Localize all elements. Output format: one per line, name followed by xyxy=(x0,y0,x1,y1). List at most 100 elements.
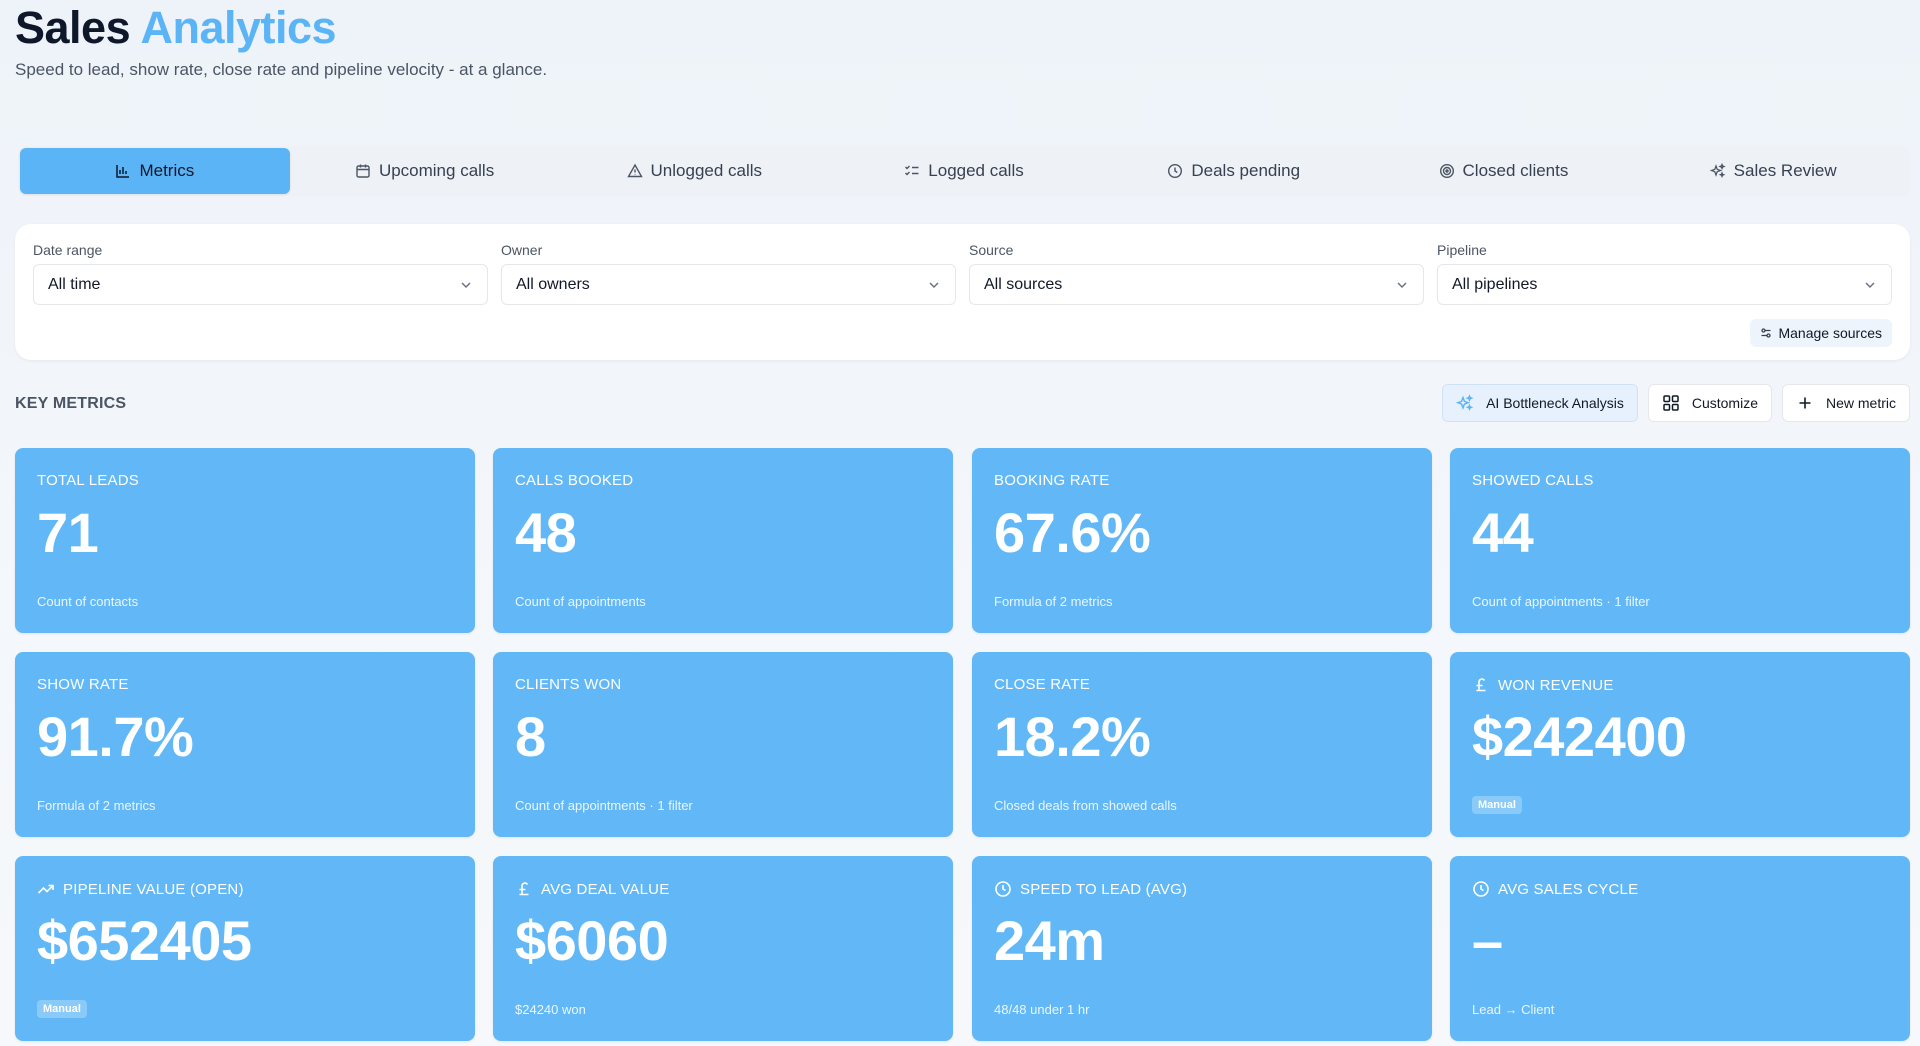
metric-subtext: Formula of 2 metrics xyxy=(994,594,1113,609)
tab-label: Upcoming calls xyxy=(378,161,495,180)
checklist-icon xyxy=(905,165,919,176)
tab-metrics[interactable]: Metrics xyxy=(20,148,290,194)
metric-value: $242400 xyxy=(1472,705,1687,768)
sparkles-icon xyxy=(1709,163,1726,179)
metric-value: 71 xyxy=(37,501,99,564)
metric-subtext: Count of appointments · 1 filter xyxy=(1472,594,1650,609)
metric-label: AVG SALES CYCLE xyxy=(1472,880,1638,898)
metric-card-calls-booked[interactable]: CALLS BOOKED 48 Count of appointments xyxy=(493,448,953,633)
chevron-down-icon xyxy=(1865,281,1875,288)
metric-value: 18.2% xyxy=(994,705,1151,768)
metric-card-won-revenue[interactable]: WON REVENUE $242400 Manual xyxy=(1450,652,1910,837)
tab-sales-review[interactable]: Sales Review xyxy=(1638,148,1908,194)
tab-bar: Metrics Upcoming calls Unlogged calls Lo… xyxy=(18,146,1910,196)
metric-label: CALLS BOOKED xyxy=(515,472,634,489)
metric-label: PIPELINE VALUE (OPEN) xyxy=(37,880,244,898)
metric-card-total-leads[interactable]: TOTAL LEADS 71 Count of contacts xyxy=(15,448,475,633)
metric-value: 91.7% xyxy=(37,705,194,768)
filters-panel: Date range All time Owner All owners Sou… xyxy=(15,224,1910,360)
owner-select[interactable]: All owners xyxy=(501,264,956,305)
metric-subtext: Count of contacts xyxy=(37,594,139,609)
manage-sources-label: Manage sources xyxy=(1778,325,1882,341)
metric-subtext: Formula of 2 metrics xyxy=(37,798,156,813)
clock-icon xyxy=(995,881,1011,897)
tab-deals-pending[interactable]: Deals pending xyxy=(1099,148,1369,194)
tab-closed-clients[interactable]: Closed clients xyxy=(1369,148,1639,194)
metric-label: SPEED TO LEAD (AVG) xyxy=(994,880,1187,898)
page-subtitle: Speed to lead, show rate, close rate and… xyxy=(15,60,548,79)
metric-value: 8 xyxy=(515,705,546,768)
metric-label: BOOKING RATE xyxy=(994,472,1110,489)
tab-unlogged-calls[interactable]: Unlogged calls xyxy=(559,148,829,194)
metric-label: CLIENTS WON xyxy=(515,676,622,693)
pound-icon xyxy=(1476,678,1486,692)
chevron-down-icon xyxy=(461,281,471,288)
new-metric-label: New metric xyxy=(1825,395,1896,411)
pound-icon xyxy=(519,882,529,896)
tab-label: Metrics xyxy=(139,161,195,180)
select-value: All pipelines xyxy=(1452,275,1538,293)
metric-card-close-rate[interactable]: CLOSE RATE 18.2% Closed deals from showe… xyxy=(972,652,1432,837)
tab-label: Closed clients xyxy=(1462,161,1569,180)
tab-label: Unlogged calls xyxy=(650,161,763,180)
metric-card-avg-deal-value[interactable]: AVG DEAL VALUE $6060 $24240 won xyxy=(493,856,953,1041)
date-range-select[interactable]: All time xyxy=(33,264,488,305)
metric-value: $652405 xyxy=(37,909,252,972)
sparkles-icon xyxy=(1456,394,1474,412)
metric-card-pipeline-value[interactable]: PIPELINE VALUE (OPEN) $652405 Manual xyxy=(15,856,475,1041)
key-metrics-actions: AI Bottleneck Analysis Customize New met… xyxy=(1442,384,1910,422)
plus-icon xyxy=(1799,397,1811,409)
pipeline-select[interactable]: All pipelines xyxy=(1437,264,1892,305)
chevron-down-icon xyxy=(1397,281,1407,288)
manual-badge: Manual xyxy=(1472,796,1522,814)
filter-owner: Owner All owners xyxy=(501,242,956,305)
metric-card-showed-calls[interactable]: SHOWED CALLS 44 Count of appointments · … xyxy=(1450,448,1910,633)
metric-value: 44 xyxy=(1472,501,1534,564)
filter-label: Date range xyxy=(33,242,103,258)
key-metrics-heading: KEY METRICS xyxy=(15,395,127,412)
metric-card-speed-to-lead[interactable]: SPEED TO LEAD (AVG) 24m 48/48 under 1 hr xyxy=(972,856,1432,1041)
metric-subtext: Closed deals from showed calls xyxy=(994,798,1177,813)
bar-chart-icon xyxy=(116,165,130,178)
metric-subtext: $24240 won xyxy=(515,1002,586,1017)
metric-subtext: Count of appointments xyxy=(515,594,646,609)
trending-up-icon xyxy=(37,884,54,894)
new-metric-button[interactable]: New metric xyxy=(1781,384,1910,422)
metric-card-avg-sales-cycle[interactable]: AVG SALES CYCLE – Lead → Client xyxy=(1450,856,1910,1041)
chevron-down-icon xyxy=(929,281,939,288)
tab-upcoming-calls[interactable]: Upcoming calls xyxy=(290,148,560,194)
filter-source: Source All sources xyxy=(969,242,1424,305)
clock-icon xyxy=(1168,163,1183,179)
metric-label: SHOW RATE xyxy=(37,676,129,693)
filter-label: Owner xyxy=(501,242,543,258)
metric-card-booking-rate[interactable]: BOOKING RATE 67.6% Formula of 2 metrics xyxy=(972,448,1432,633)
ai-bottleneck-label: AI Bottleneck Analysis xyxy=(1486,395,1624,411)
ai-bottleneck-analysis-button[interactable]: AI Bottleneck Analysis xyxy=(1442,384,1638,422)
page-title-main: Sales xyxy=(15,2,131,53)
source-select[interactable]: All sources xyxy=(969,264,1424,305)
select-value: All owners xyxy=(516,275,590,293)
metric-label: SHOWED CALLS xyxy=(1472,472,1594,489)
customize-label: Customize xyxy=(1691,395,1758,411)
manage-sources-button[interactable]: Manage sources xyxy=(1750,319,1892,347)
metric-card-show-rate[interactable]: SHOW RATE 91.7% Formula of 2 metrics xyxy=(15,652,475,837)
grid-icon xyxy=(1663,395,1679,411)
page-title-accent: Analytics xyxy=(140,2,337,53)
customize-button[interactable]: Customize xyxy=(1647,384,1772,422)
page-title: Sales Analytics xyxy=(15,2,337,54)
filter-label: Source xyxy=(969,242,1014,258)
metric-value: $6060 xyxy=(515,909,669,972)
sliders-icon xyxy=(1761,328,1772,338)
select-value: All time xyxy=(48,275,101,293)
metric-value: 24m xyxy=(994,909,1105,972)
clock-icon xyxy=(1473,881,1489,897)
metric-subtext: Count of appointments · 1 filter xyxy=(515,798,693,813)
metric-value: 48 xyxy=(515,501,577,564)
filter-pipeline: Pipeline All pipelines xyxy=(1437,242,1892,305)
metric-label: TOTAL LEADS xyxy=(37,472,139,489)
metric-card-clients-won[interactable]: CLIENTS WON 8 Count of appointments · 1 … xyxy=(493,652,953,837)
tab-logged-calls[interactable]: Logged calls xyxy=(829,148,1099,194)
target-icon xyxy=(1439,163,1454,179)
tab-label: Deals pending xyxy=(1191,161,1301,180)
warning-icon xyxy=(626,163,643,178)
